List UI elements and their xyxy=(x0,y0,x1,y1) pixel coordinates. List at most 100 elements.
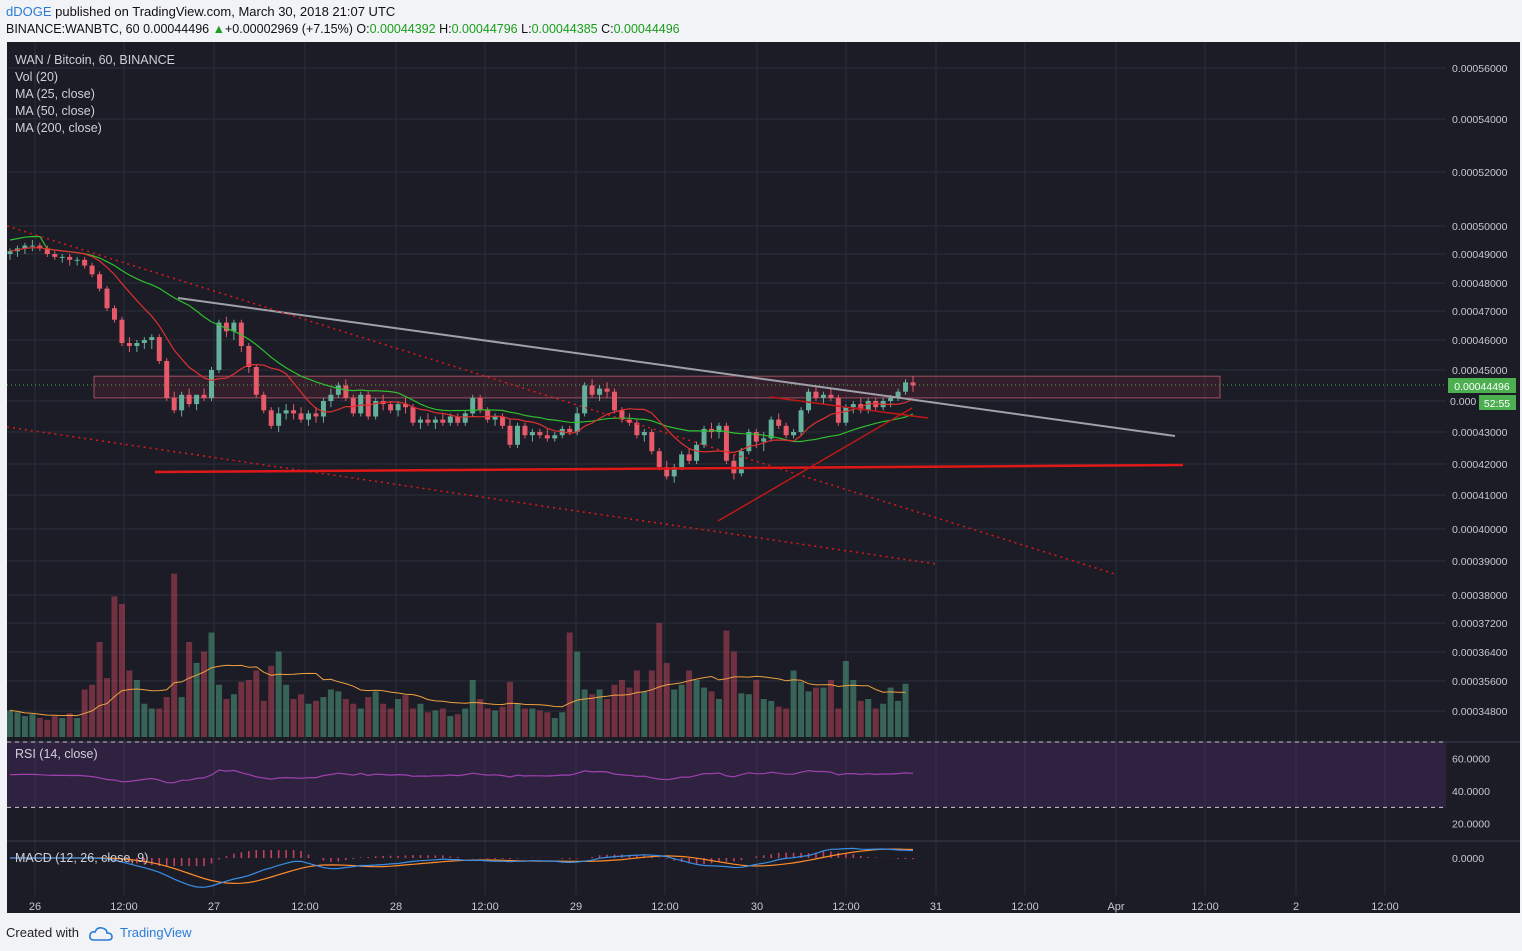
candle-body xyxy=(611,391,617,411)
candle-body xyxy=(149,337,155,340)
candle-body xyxy=(335,385,341,395)
macd-hist-bar xyxy=(330,858,332,862)
volume-bar xyxy=(611,684,618,737)
macd-hist-bar xyxy=(382,855,384,858)
candle-body xyxy=(903,382,909,392)
macd-hist-bar xyxy=(516,858,519,859)
candle-body xyxy=(253,367,259,395)
volume-ma-line xyxy=(9,664,906,717)
volume-bar xyxy=(798,681,805,737)
volume-bar xyxy=(178,697,185,737)
macd-hist-bar xyxy=(292,850,295,858)
candle-body xyxy=(649,432,655,452)
high-value: 0.00044796 xyxy=(451,22,518,36)
volume-bar xyxy=(730,651,737,737)
volume-bar xyxy=(701,687,708,737)
volume-bar xyxy=(604,699,611,737)
candle-body xyxy=(29,245,35,247)
volume-bar xyxy=(29,714,36,737)
wedge-upper-line xyxy=(769,396,929,419)
macd-hist-bar xyxy=(300,851,302,858)
macd-hist-bar xyxy=(397,855,399,858)
volume-bar xyxy=(275,651,282,737)
macd-hist-bar xyxy=(815,852,817,858)
legend-entry: WAN / Bitcoin, 60, BINANCE xyxy=(15,53,175,67)
macd-hist-bar xyxy=(374,856,377,858)
candle-body xyxy=(432,419,438,423)
macd-hist-bar xyxy=(912,858,914,860)
volume-bar xyxy=(723,630,730,737)
candle-body xyxy=(276,413,282,426)
candle-body xyxy=(776,419,782,426)
macd-hist-bar xyxy=(210,858,213,864)
macd-hist-bar xyxy=(822,851,825,858)
macd-hist-bar xyxy=(874,857,877,858)
macd-hist-bar xyxy=(591,856,593,858)
candle-body xyxy=(477,397,483,411)
candle-body xyxy=(320,401,326,417)
rsi-band xyxy=(7,742,1446,808)
macd-hist-bar xyxy=(576,858,578,859)
price-tick-label: 0.00042000 xyxy=(1452,459,1508,471)
tradingview-link[interactable]: TradingView xyxy=(120,925,192,940)
time-tick-label: 12:00 xyxy=(651,901,679,913)
macd-hist-bar xyxy=(449,856,452,858)
candle-body xyxy=(679,454,685,468)
price-tick-label: 0.00047000 xyxy=(1452,306,1508,318)
candle-body xyxy=(313,413,319,417)
candle-body xyxy=(164,361,170,398)
macd-hist-bar xyxy=(494,858,496,860)
volume-bar xyxy=(447,716,454,737)
candle-body xyxy=(201,394,207,398)
candle-body xyxy=(328,394,334,401)
candle-body xyxy=(395,404,401,411)
macd-hist-bar xyxy=(121,858,123,862)
price-tick-label: 0.000 xyxy=(1450,396,1476,408)
volume-bar xyxy=(678,684,685,737)
volume-bar xyxy=(521,708,528,737)
price-tick-label: 0.00035600 xyxy=(1452,676,1508,688)
macd-hist-bar xyxy=(733,858,735,862)
candle-body xyxy=(403,404,409,408)
time-tick-label: Apr xyxy=(1107,901,1124,913)
volume-bar xyxy=(477,699,484,737)
volume-bar xyxy=(686,670,693,737)
price-axis-background xyxy=(1446,42,1520,895)
author-link[interactable]: dDOGE xyxy=(6,4,52,19)
macd-hist-bar xyxy=(755,856,758,858)
macd-hist-bar xyxy=(867,856,870,858)
volume-bar xyxy=(835,708,842,737)
legend-entry: Vol (20) xyxy=(15,70,58,84)
candle-body xyxy=(141,340,147,343)
candle-body xyxy=(783,425,789,436)
volume-bar xyxy=(133,680,140,737)
candle-body xyxy=(447,416,453,423)
volume-bar xyxy=(656,623,663,737)
volume-bar xyxy=(626,687,633,737)
volume-bar xyxy=(298,694,305,737)
volume-bar xyxy=(850,680,857,737)
candle-body xyxy=(485,410,491,420)
tradingview-cloud-icon xyxy=(88,926,113,941)
macd-hist-bar xyxy=(419,855,422,858)
last-price: 0.00044496 xyxy=(143,22,210,36)
candle-body xyxy=(835,397,841,423)
candle-body xyxy=(156,337,162,361)
volume-bar xyxy=(715,699,722,737)
volume-bar xyxy=(126,670,133,737)
volume-bar xyxy=(215,684,222,737)
volume-bar xyxy=(820,687,827,737)
price-tick-label: 0.00050000 xyxy=(1452,221,1508,233)
candle-body xyxy=(597,388,603,395)
price-tick-label: 0.00036400 xyxy=(1452,647,1508,659)
candle-body xyxy=(67,256,73,260)
candle-body xyxy=(216,322,222,370)
volume-bar xyxy=(745,694,752,737)
candle-body xyxy=(716,425,722,432)
time-tick-label: 12:00 xyxy=(110,901,138,913)
candle-body xyxy=(761,438,767,442)
candle-body xyxy=(865,401,871,411)
countdown-label: 52:55 xyxy=(1484,398,1510,410)
macd-label: MACD (12, 26, close, 9) xyxy=(15,851,148,865)
